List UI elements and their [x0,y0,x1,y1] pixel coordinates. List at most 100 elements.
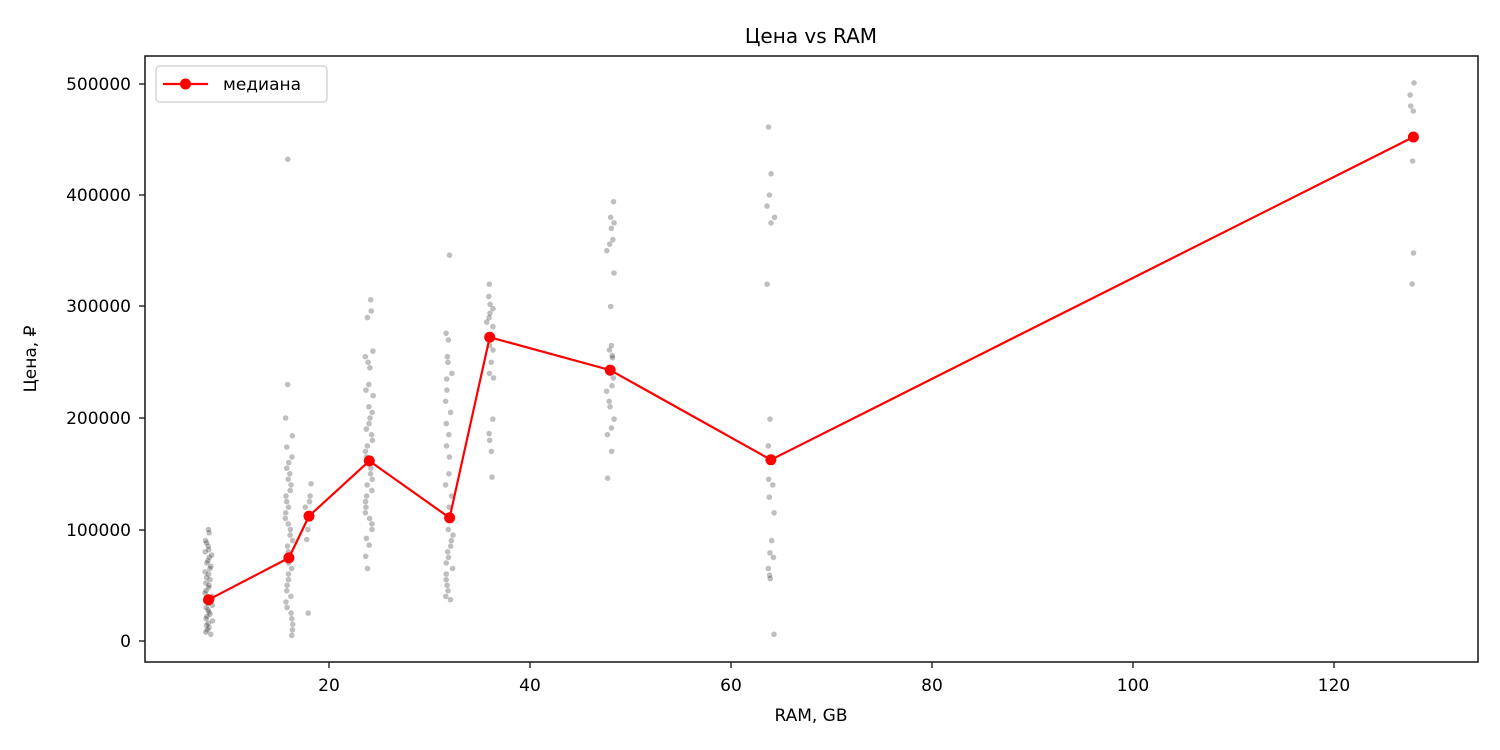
data-point [205,546,212,553]
data-point [285,156,291,163]
data-point [369,487,375,494]
data-point [447,596,454,603]
data-point [367,365,373,371]
median-marker [203,594,215,606]
data-point [285,521,292,527]
data-point [283,498,290,505]
data-point [306,498,313,505]
data-point [368,431,375,438]
data-point [1409,281,1415,287]
data-point [205,620,211,626]
data-point [364,482,370,488]
data-point [610,198,617,205]
data-point [203,574,210,581]
data-point [289,433,296,439]
data-point [204,627,211,633]
median-marker [283,552,295,564]
data-point [202,569,208,575]
data-point [1410,108,1417,114]
data-point [444,387,450,393]
data-point [771,510,777,516]
data-point [766,572,773,578]
data-point [366,542,373,548]
data-point [489,474,495,480]
data-point [368,465,374,472]
data-point [447,543,454,549]
x-tick-label: 80 [921,676,943,696]
data-point [207,576,213,583]
data-point [205,543,211,549]
data-point [610,236,616,243]
y-tick: 0 [120,632,145,652]
median-marker [1407,131,1419,143]
data-point [766,192,773,198]
data-point [208,552,215,558]
data-point [443,376,450,382]
chart-title: Цена vs RAM [745,24,877,48]
data-point [445,359,451,366]
y-tick-label: 300000 [66,297,131,317]
data-point [205,526,212,533]
x-tick: 20 [318,662,340,696]
data-point [203,622,210,629]
data-point [768,220,774,226]
data-point [490,375,497,381]
data-point [205,571,212,577]
legend-box [155,65,328,103]
data-point [446,252,453,258]
data-point [366,515,373,522]
data-point [771,631,777,638]
data-point [289,627,296,633]
data-point [285,571,292,577]
data-point [363,387,369,393]
data-point [367,471,374,477]
data-point [607,404,613,410]
data-point [607,214,614,221]
data-point [289,537,296,544]
y-tick: 300000 [66,297,145,317]
data-point [1409,158,1416,164]
data-point [486,437,493,444]
data-point [447,409,454,416]
data-point [445,588,451,594]
data-point [443,576,449,583]
data-point [203,604,209,611]
data-point [289,615,295,622]
data-point [206,609,212,615]
data-point [490,323,496,330]
data-point [303,536,310,543]
data-point [288,610,294,616]
median-marker [303,510,315,522]
data-point [608,448,615,455]
data-point [207,565,213,572]
data-point [367,297,374,303]
data-point [363,493,370,499]
data-point [203,588,209,594]
data-point [287,526,294,533]
data-point [366,404,372,410]
data-point [289,632,295,639]
data-point [285,504,292,511]
data-point [486,370,493,377]
data-point [365,359,371,366]
data-point [284,444,290,450]
data-point [283,493,289,499]
data-point [764,281,770,288]
data-point [203,615,209,622]
data-point [203,629,209,635]
data-point [363,504,369,511]
data-point [284,588,290,594]
data-point [369,437,376,444]
data-point [364,443,371,449]
data-point [203,580,209,586]
data-point [288,482,294,488]
data-point [443,571,450,577]
data-point [444,582,450,589]
data-point [209,618,216,624]
legend: медиана [155,65,328,103]
y-tick: 400000 [66,186,145,206]
data-point [308,481,314,487]
data-point [363,426,370,432]
